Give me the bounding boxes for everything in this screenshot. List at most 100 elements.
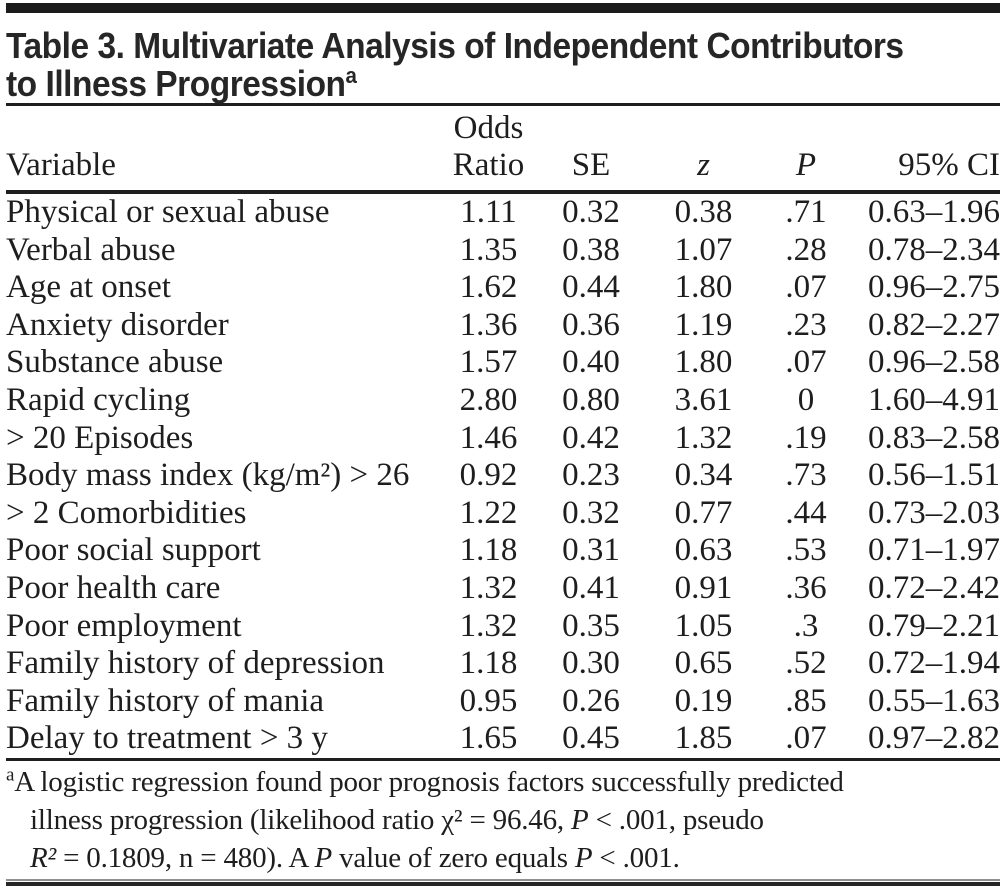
cell-se: 0.42 [562, 419, 620, 456]
table-row: Poor health care 1.32 0.41 0.91 .36 0.72–2.42 [6, 570, 1000, 608]
top-rule-bar [6, 3, 1000, 13]
table-row: Rapid cycling 2.80 0.80 3.61 0 1.60–4.91 [6, 382, 1000, 420]
table-row: Body mass index (kg/m²) > 26 0.92 0.23 0.34… [6, 457, 1000, 495]
cell-z: 0.34 [674, 457, 733, 494]
cell-variable: Poor employment [6, 607, 242, 644]
cell-p: .36 [785, 569, 827, 606]
cell-ci: 0.83–2.58 [868, 419, 1000, 456]
footnote-italic-text: P [571, 803, 589, 836]
cell-p: .07 [785, 269, 827, 306]
cell-se: 0.38 [562, 231, 620, 268]
cell-ci: 0.97–2.82 [868, 720, 1000, 757]
cell-variable: Rapid cycling [6, 381, 191, 418]
table-content-area: Table 3. Multivariate Analysis of Indepe… [6, 3, 1000, 886]
cell-ci: 0.82–2.27 [868, 306, 1000, 343]
cell-ci: 0.56–1.51 [868, 457, 1000, 494]
footnote-line: illness progression (likelihood ratio χ²… [6, 801, 1000, 839]
cell-se: 0.36 [562, 306, 620, 343]
cell-ci: 0.63–1.96 [868, 194, 1000, 230]
cell-p: 0 [797, 381, 815, 418]
cell-z: 0.91 [674, 569, 733, 606]
table-title-line2-text: to Illness Progression [6, 63, 346, 104]
footnote-text: illness progression (likelihood ratio χ²… [30, 803, 572, 836]
cell-p: .19 [785, 419, 827, 456]
footnote-rule [6, 757, 1000, 761]
table-title: Table 3. Multivariate Analysis of Indepe… [6, 27, 1001, 103]
cell-variable: Physical or sexual abuse [6, 194, 330, 230]
col-header-ci: 95% CI [846, 106, 1000, 194]
cell-se: 0.41 [562, 569, 620, 606]
footnote-text: = 0.1809, n = 480). A [56, 841, 315, 874]
cell-ci: 0.55–1.63 [868, 682, 1000, 719]
cell-z: 1.80 [674, 269, 733, 306]
cell-ci: 0.96–2.75 [868, 269, 1000, 306]
table-title-footnote-marker: a [345, 63, 357, 88]
table-row: Poor employment 1.32 0.35 1.05 .3 0.79–2.21 [6, 608, 1000, 646]
footnote-italic-text: R² [30, 841, 57, 874]
cell-se: 0.35 [562, 607, 620, 644]
cell-variable: Substance abuse [6, 344, 224, 381]
cell-p: .52 [785, 645, 827, 682]
cell-odds-ratio: 1.35 [459, 231, 518, 268]
footnote-line: R² = 0.1809, n = 480). A P value of zero… [6, 839, 1000, 877]
cell-odds-ratio: 1.22 [459, 494, 518, 531]
cell-ci: 0.78–2.34 [868, 231, 1000, 268]
cell-odds-ratio: 1.57 [459, 344, 518, 381]
header-row: Variable Odds Ratio SE z P 95% CI [6, 106, 1000, 194]
table-row: Family history of mania 0.95 0.26 0.19 .85 0.… [6, 683, 1000, 721]
table-body: Physical or sexual abuse 1.11 0.32 0.38 .71 0… [6, 192, 1000, 758]
table-row: Physical or sexual abuse 1.11 0.32 0.38 .71 0… [6, 192, 1000, 232]
cell-odds-ratio: 1.32 [459, 569, 518, 606]
title-rule [6, 103, 1000, 106]
cell-z: 1.32 [674, 419, 733, 456]
cell-odds-ratio: 1.36 [459, 306, 518, 343]
cell-p: .44 [785, 494, 827, 531]
cell-ci: 1.60–4.91 [868, 381, 1000, 418]
cell-p: .71 [785, 194, 827, 230]
cell-p: .28 [785, 231, 827, 268]
table-header: Variable Odds Ratio SE z P 95% CI [6, 106, 1000, 194]
footnote-text: value of zero equals [332, 841, 575, 874]
footnote-italic-text: P [314, 841, 333, 874]
cell-z: 1.80 [674, 344, 733, 381]
table-row: > 20 Episodes 1.46 0.42 1.32 .19 0.83–2.58 [6, 420, 1000, 458]
table-row: Delay to treatment > 3 y 1.65 0.45 1.85 .07 0… [6, 720, 1000, 758]
footnote-text: A logistic regression found poor prognos… [14, 765, 844, 798]
col-header-p: P [766, 106, 846, 194]
col-header-odds-ratio-line1: Odds [453, 110, 524, 146]
cell-z: 0.77 [674, 494, 733, 531]
cell-se: 0.32 [562, 494, 620, 531]
footnote-text: < .001. [592, 841, 680, 874]
cell-p: .23 [785, 306, 827, 343]
bottom-rule-bar [6, 878, 1000, 886]
cell-ci: 0.73–2.03 [868, 494, 1000, 531]
cell-odds-ratio: 1.62 [459, 269, 518, 306]
table-row: Substance abuse 1.57 0.40 1.80 .07 0.96–2.58 [6, 344, 1000, 382]
cell-p: .85 [785, 682, 827, 719]
cell-odds-ratio: 0.95 [459, 682, 518, 719]
footnote-text: < .001, pseudo [588, 803, 764, 836]
table-row: Family history of depression 1.18 0.30 0.65… [6, 645, 1000, 683]
cell-odds-ratio: 1.18 [459, 645, 518, 682]
table-row: Verbal abuse 1.35 0.38 1.07 .28 0.78–2.34 [6, 232, 1000, 270]
col-header-odds-ratio-line2: Ratio [452, 147, 525, 183]
cell-z: 1.85 [674, 720, 733, 757]
cell-odds-ratio: 1.32 [459, 607, 518, 644]
cell-odds-ratio: 0.92 [459, 457, 518, 494]
cell-variable: Family history of mania [6, 682, 325, 719]
cell-variable: Poor social support [6, 532, 261, 569]
table-row: Poor social support 1.18 0.31 0.63 .53 0.71–1… [6, 532, 1000, 570]
cell-z: 0.65 [674, 645, 733, 682]
cell-odds-ratio: 2.80 [459, 381, 518, 418]
cell-variable: > 2 Comorbidities [6, 494, 247, 531]
cell-se: 0.80 [562, 381, 620, 418]
cell-p: .73 [785, 457, 827, 494]
col-header-variable: Variable [6, 106, 436, 194]
cell-variable: Family history of depression [6, 645, 385, 682]
table-title-line2: to Illness Progressiona [6, 65, 1001, 103]
cell-ci: 0.72–1.94 [868, 645, 1000, 682]
cell-odds-ratio: 1.65 [459, 720, 518, 757]
cell-odds-ratio: 1.11 [460, 194, 517, 230]
cell-ci: 0.72–2.42 [868, 569, 1000, 606]
col-header-z: z [641, 106, 766, 194]
